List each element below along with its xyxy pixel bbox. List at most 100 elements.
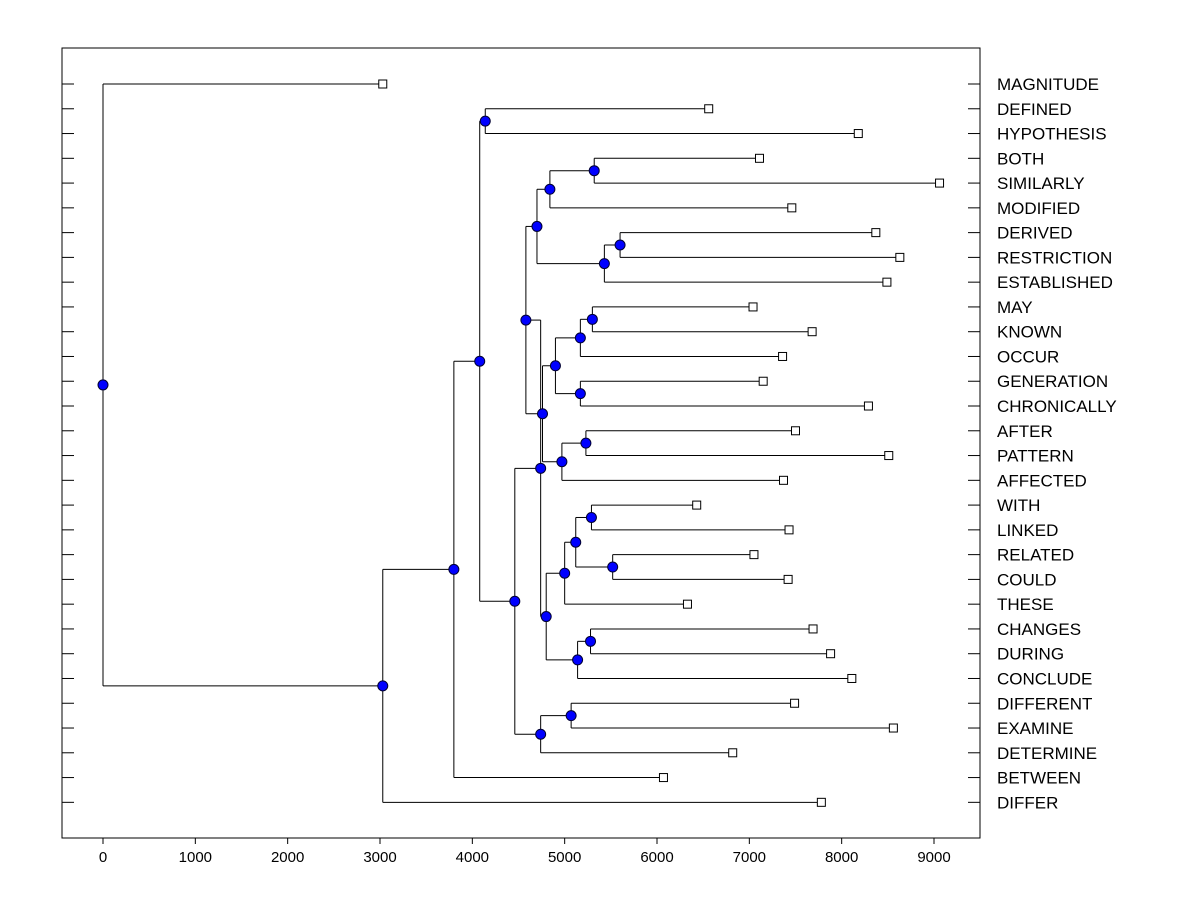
leaf-marker-known xyxy=(807,327,817,337)
merge-node-n16 xyxy=(607,561,619,573)
merge-node-n7 xyxy=(586,313,598,325)
merge-node-n2 xyxy=(588,165,600,177)
leaf-label-similarly: SIMILARLY xyxy=(997,174,1085,193)
leaf-label-different: DIFFERENT xyxy=(997,694,1092,713)
merge-node-n3 xyxy=(544,183,556,195)
leaf-label-determine: DETERMINE xyxy=(997,744,1097,763)
leaf-markers xyxy=(378,79,945,807)
y-axis-ticks xyxy=(62,83,980,803)
merge-node-n14 xyxy=(520,314,532,326)
leaf-marker-different xyxy=(790,698,800,708)
merge-node-n11 xyxy=(580,437,592,449)
merge-node-n17 xyxy=(570,536,582,548)
leaf-label-differ: DIFFER xyxy=(997,793,1058,812)
merge-node-n24 xyxy=(535,728,547,740)
merge-node-n9 xyxy=(574,388,586,400)
merge-node-n6 xyxy=(531,220,543,232)
x-axis: 0 1000 2000 3000 4000 5000 6000 7000 8000 9000 xyxy=(99,838,951,866)
leaf-label-related: RELATED xyxy=(997,546,1074,565)
leaf-marker-conclude xyxy=(847,673,857,683)
leaf-label-after: AFTER xyxy=(997,422,1053,441)
leaf-marker-defined xyxy=(704,104,714,114)
leaf-marker-changes xyxy=(808,624,818,634)
plot-frame-border xyxy=(61,47,981,839)
leaf-marker-derived xyxy=(871,228,881,238)
leaf-marker-examine xyxy=(888,723,898,733)
leaf-marker-these xyxy=(682,599,692,609)
merge-node-n20 xyxy=(572,654,584,666)
x-tick-label-5000: 5000 xyxy=(548,849,581,866)
leaf-marker-between xyxy=(658,773,668,783)
leaf-marker-both xyxy=(754,153,764,163)
x-tick-label-8000: 8000 xyxy=(825,849,858,866)
leaf-label-examine: EXAMINE xyxy=(997,719,1074,738)
merge-node-n28 xyxy=(377,680,389,692)
leaf-marker-affected xyxy=(778,475,788,485)
leaf-label-modified: MODIFIED xyxy=(997,199,1080,218)
merge-node-n23 xyxy=(565,710,577,722)
x-tick-label-1000: 1000 xyxy=(179,849,212,866)
leaf-label-hypothesis: HYPOTHESIS xyxy=(997,125,1107,144)
merge-node-n13 xyxy=(537,408,549,420)
leaf-marker-related xyxy=(749,550,759,560)
leaf-label-pattern: PATTERN xyxy=(997,447,1074,466)
merge-node-n4 xyxy=(614,239,626,251)
leaf-marker-generation xyxy=(758,376,768,386)
leaf-marker-magnitude xyxy=(378,79,388,89)
merge-node-n19 xyxy=(585,635,597,647)
leaf-marker-during xyxy=(826,649,836,659)
leaf-label-generation: GENERATION xyxy=(997,372,1108,391)
merge-node-n15 xyxy=(585,511,597,523)
leaf-labels: MAGNITUDE DEFINED HYPOTHESIS BOTH SIMILARLY M… xyxy=(997,75,1117,812)
leaf-marker-determine xyxy=(728,748,738,758)
leaf-label-between: BETWEEN xyxy=(997,769,1081,788)
leaf-label-restriction: RESTRICTION xyxy=(997,248,1112,267)
x-tick-label-6000: 6000 xyxy=(640,849,673,866)
leaf-label-defined: DEFINED xyxy=(997,100,1072,119)
leaf-marker-modified xyxy=(787,203,797,213)
leaf-marker-chronically xyxy=(863,401,873,411)
leaf-marker-may xyxy=(748,302,758,312)
merge-nodes xyxy=(97,115,626,740)
leaf-marker-restriction xyxy=(895,252,905,262)
merge-node-n10 xyxy=(549,360,561,372)
x-tick-label-2000: 2000 xyxy=(271,849,304,866)
merge-node-n27 xyxy=(448,563,460,575)
leaf-label-magnitude: MAGNITUDE xyxy=(997,75,1099,94)
merge-node-n5 xyxy=(598,258,610,270)
leaf-marker-differ xyxy=(816,797,826,807)
leaf-marker-linked xyxy=(784,525,794,535)
plot-frame xyxy=(61,47,981,839)
leaf-marker-hypothesis xyxy=(853,129,863,139)
leaf-label-both: BOTH xyxy=(997,149,1044,168)
leaf-marker-established xyxy=(882,277,892,287)
merge-node-n1 xyxy=(479,115,491,127)
leaf-marker-pattern xyxy=(884,451,894,461)
merge-node-n26 xyxy=(474,355,486,367)
leaf-label-with: WITH xyxy=(997,496,1040,515)
leaf-label-linked: LINKED xyxy=(997,521,1058,540)
leaf-label-could: COULD xyxy=(997,570,1057,589)
x-tick-label-3000: 3000 xyxy=(363,849,396,866)
x-tick-label-9000: 9000 xyxy=(917,849,950,866)
x-tick-label-7000: 7000 xyxy=(733,849,766,866)
leaf-label-chronically: CHRONICALLY xyxy=(997,397,1117,416)
leaf-label-these: THESE xyxy=(997,595,1054,614)
merge-node-n21 xyxy=(540,611,552,623)
leaf-marker-after xyxy=(791,426,800,436)
merge-node-n22 xyxy=(535,462,547,474)
leaf-label-conclude: CONCLUDE xyxy=(997,669,1092,688)
merge-node-n29 xyxy=(97,379,109,391)
merge-node-n18 xyxy=(559,567,571,579)
leaf-label-during: DURING xyxy=(997,645,1064,664)
leaf-marker-could xyxy=(783,574,793,584)
x-tick-label-4000: 4000 xyxy=(456,849,489,866)
merge-node-n25 xyxy=(509,595,521,607)
leaf-label-occur: OCCUR xyxy=(997,347,1059,366)
leaf-label-affected: AFFECTED xyxy=(997,471,1087,490)
x-tick-label-0: 0 xyxy=(99,849,107,866)
leaf-label-may: MAY xyxy=(997,298,1033,317)
leaf-marker-occur xyxy=(778,351,788,361)
